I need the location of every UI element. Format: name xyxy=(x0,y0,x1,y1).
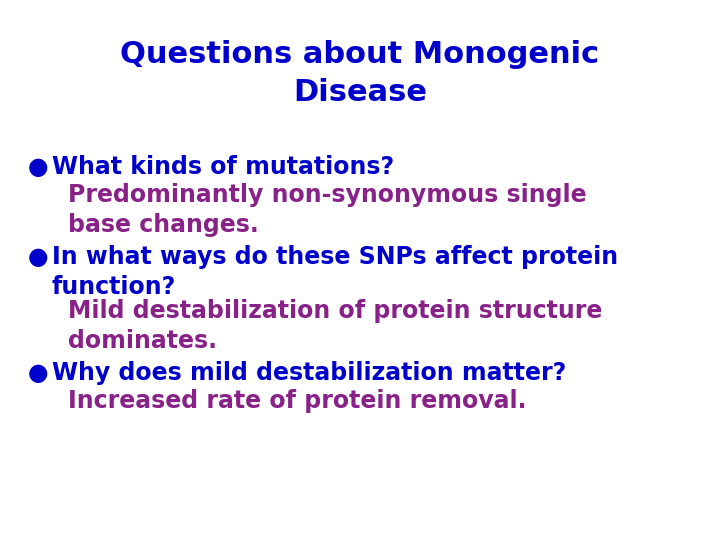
Text: Questions about Monogenic
Disease: Questions about Monogenic Disease xyxy=(120,40,600,107)
Text: Predominantly non-synonymous single
base changes.: Predominantly non-synonymous single base… xyxy=(68,183,587,237)
Text: ●: ● xyxy=(28,155,49,179)
Text: Increased rate of protein removal.: Increased rate of protein removal. xyxy=(68,389,526,413)
Text: In what ways do these SNPs affect protein
function?: In what ways do these SNPs affect protei… xyxy=(52,245,618,299)
Text: What kinds of mutations?: What kinds of mutations? xyxy=(52,155,394,179)
Text: ●: ● xyxy=(28,361,49,385)
Text: ●: ● xyxy=(28,245,49,269)
Text: Why does mild destabilization matter?: Why does mild destabilization matter? xyxy=(52,361,566,385)
Text: Mild destabilization of protein structure
dominates.: Mild destabilization of protein structur… xyxy=(68,299,603,353)
